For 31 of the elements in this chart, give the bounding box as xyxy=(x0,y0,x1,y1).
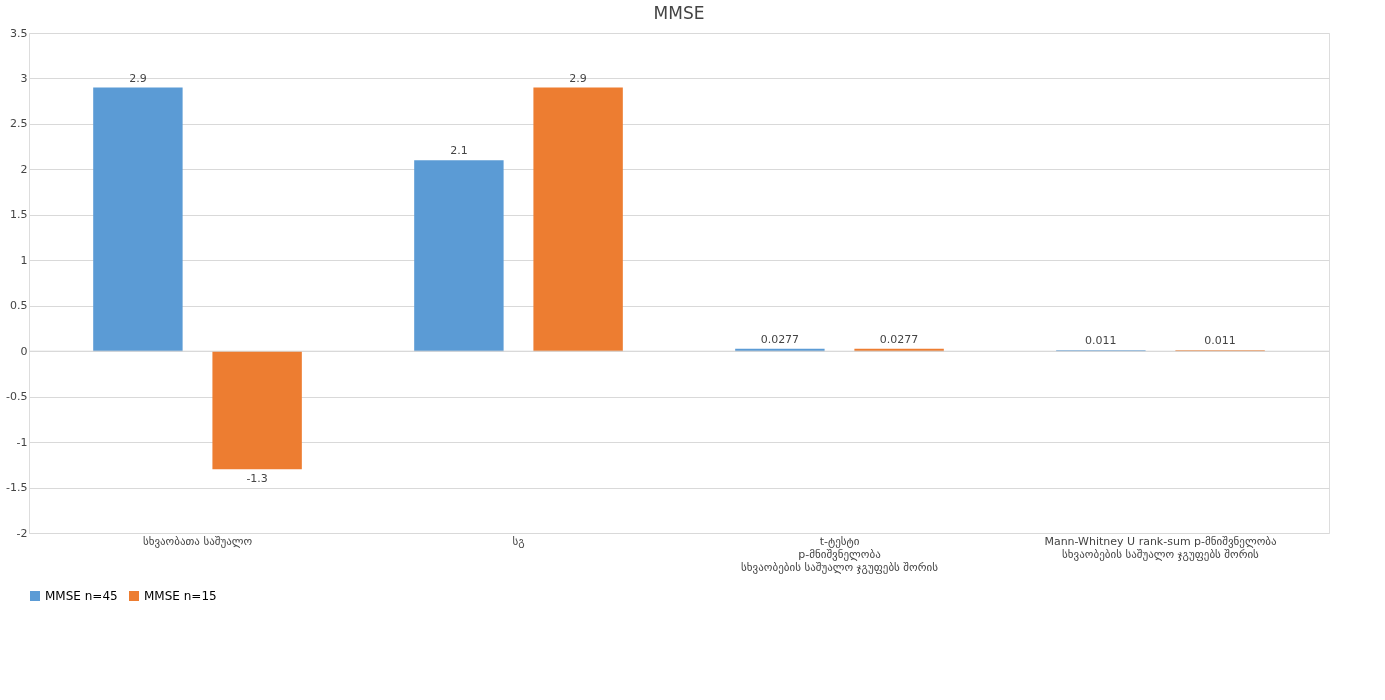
legend-label: MMSE n=15 xyxy=(144,589,217,603)
y-tick-label: 3.5 xyxy=(10,26,28,40)
data-label: 2.9 xyxy=(129,71,147,85)
x-tick-label: სგ xyxy=(512,534,525,548)
x-tick-label: Mann-Whitney U rank-sum p-მნიშვნელობა სხვაობების საშუალო ჯგუფებს შორის xyxy=(1044,534,1277,561)
bar xyxy=(414,160,504,352)
y-tick-label: -1 xyxy=(16,435,28,449)
data-label: 2.9 xyxy=(569,71,587,85)
bar xyxy=(533,87,623,352)
y-tick-label: 3 xyxy=(20,71,28,85)
y-tick-label: -2 xyxy=(16,526,28,540)
bar xyxy=(212,351,302,470)
y-tick-label: -1.5 xyxy=(6,481,28,495)
y-tick-label: 2 xyxy=(20,162,28,176)
y-tick-label: 0.5 xyxy=(10,299,28,313)
data-label: 0.0277 xyxy=(879,332,919,346)
chart-title: MMSE xyxy=(653,3,705,23)
x-tick-label: სხვაობათა საშუალო xyxy=(142,534,253,548)
y-tick-label: 2.5 xyxy=(10,117,28,131)
data-label: -1.3 xyxy=(246,472,268,486)
y-tick-label: 0 xyxy=(20,344,28,358)
data-label: 0.011 xyxy=(1204,334,1236,348)
y-tick-label: 1.5 xyxy=(10,208,28,222)
x-tick-label: t-ტესტი p-მნიშვნელობა სხვაობების საშუალო ჯგუფებს შორის xyxy=(741,534,939,574)
bar xyxy=(93,87,183,352)
y-tick-label: -0.5 xyxy=(6,390,28,404)
data-label: 2.1 xyxy=(450,144,468,158)
data-label: 0.0277 xyxy=(760,332,800,346)
legend-label: MMSE n=45 xyxy=(45,589,118,603)
y-tick-label: 1 xyxy=(20,253,28,267)
data-label: 0.011 xyxy=(1085,334,1117,348)
